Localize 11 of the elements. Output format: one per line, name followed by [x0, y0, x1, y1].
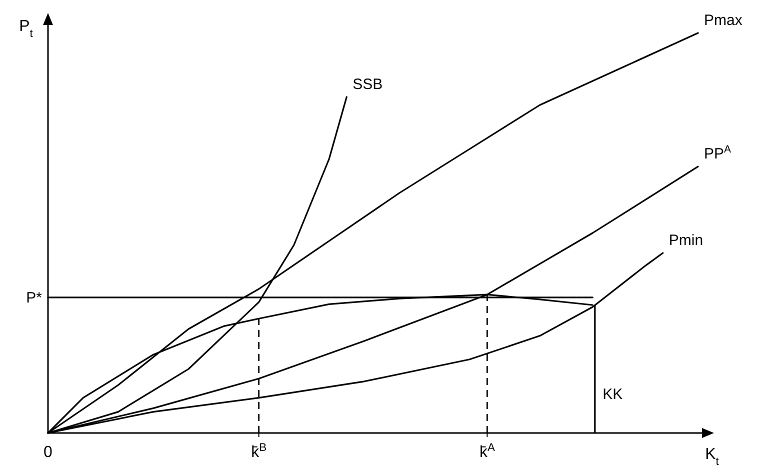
x-tick-label: k̄$^{B}$ — [251, 442, 267, 461]
series-label: PP$^{A}$ — [704, 144, 732, 163]
annotation: P* — [26, 289, 42, 306]
series-label: Pmin — [668, 232, 704, 249]
series-label: Pmax — [704, 12, 743, 29]
y-axis-title: P$_{t}$ — [19, 18, 34, 40]
x-tick-label: k̄$^{A}$ — [479, 442, 496, 461]
x-tick-label: 0 — [44, 444, 53, 461]
series-label: KK — [602, 386, 623, 403]
x-axis-title: K$_{t}$ — [705, 446, 720, 468]
series-label: SSB — [352, 76, 383, 93]
